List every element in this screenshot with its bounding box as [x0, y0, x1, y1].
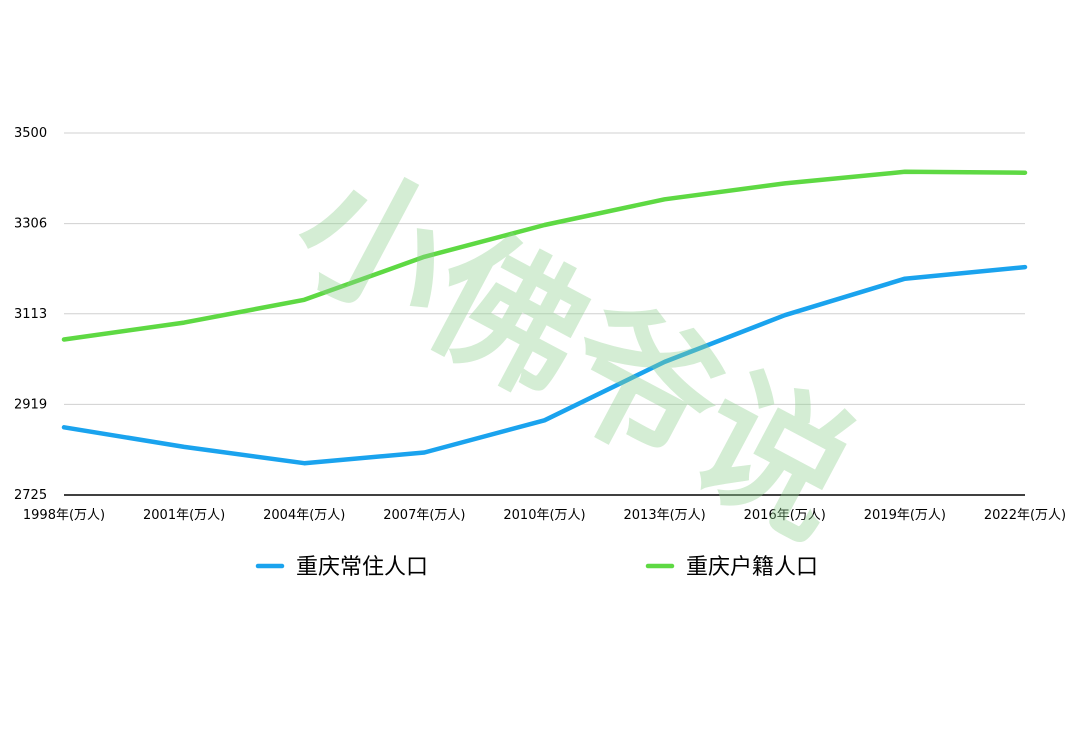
x-tick-label: 2019年(万人)	[864, 508, 946, 523]
x-tick-label: 2001年(万人)	[143, 508, 225, 523]
watermark-text: 小佛爷说	[269, 133, 881, 570]
x-axis-ticks: 1998年(万人) 2001年(万人) 2004年(万人) 2007年(万人) 2010…	[23, 508, 1066, 523]
y-tick-label: 2725	[14, 488, 47, 503]
x-tick-label: 1998年(万人)	[23, 508, 105, 523]
watermark: 小佛爷说	[269, 133, 881, 570]
legend-item-2: 重庆户籍人口	[648, 555, 818, 580]
x-tick-label: 2007年(万人)	[383, 508, 465, 523]
legend: 重庆常住人口 重庆户籍人口	[258, 555, 818, 580]
x-tick-label: 2010年(万人)	[503, 508, 585, 523]
legend-item-1: 重庆常住人口	[258, 555, 428, 580]
x-tick-label: 2022年(万人)	[984, 508, 1066, 523]
y-tick-label: 3113	[14, 307, 47, 322]
y-tick-label: 2919	[14, 397, 47, 412]
y-tick-label: 3500	[14, 126, 47, 141]
y-axis-ticks: 2725 2919 3113 3306 3500	[14, 126, 47, 503]
legend-label: 重庆常住人口	[296, 555, 428, 580]
legend-label: 重庆户籍人口	[686, 555, 818, 580]
x-tick-label: 2004年(万人)	[263, 508, 345, 523]
y-tick-label: 3306	[14, 217, 47, 232]
